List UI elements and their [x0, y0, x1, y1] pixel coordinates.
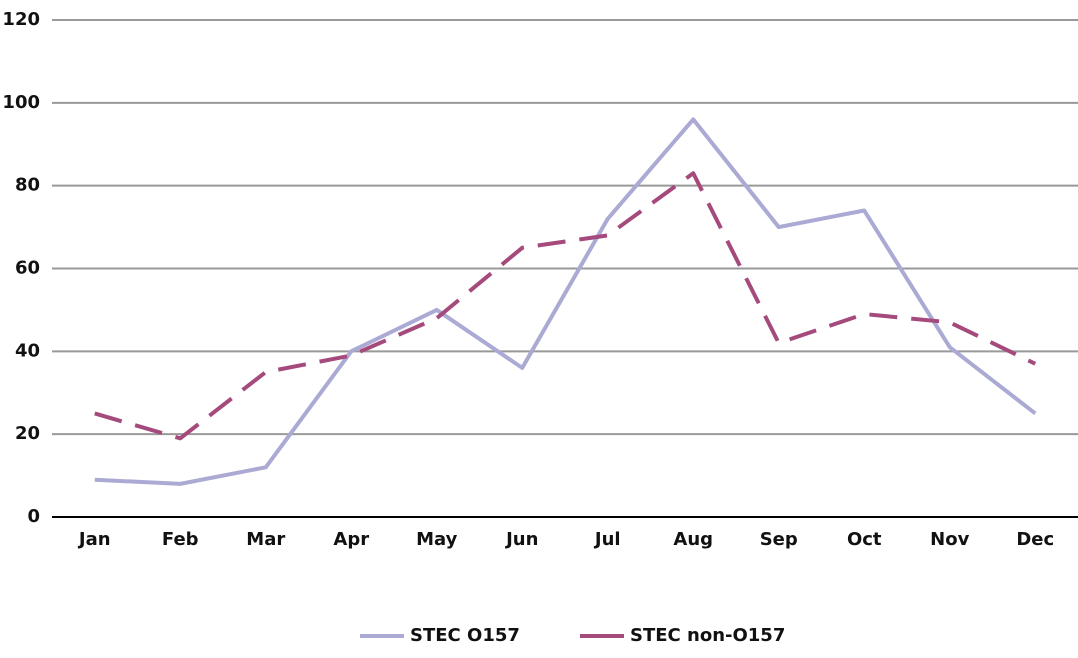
x-tick-label: Mar [246, 529, 285, 550]
x-tick-label: Jun [504, 529, 538, 550]
legend-label: STEC non-O157 [630, 625, 785, 646]
x-tick-label: Feb [162, 529, 199, 550]
x-tick-label: Sep [760, 529, 798, 550]
series-line [94, 117, 1037, 486]
y-tick-label: 100 [2, 92, 40, 113]
x-tick-label: Jul [593, 529, 621, 550]
x-tick-label: Apr [333, 529, 369, 550]
y-tick-label: 0 [27, 506, 40, 527]
y-tick-label: 60 [15, 258, 40, 279]
y-tick-label: 80 [15, 175, 40, 196]
y-tick-label: 20 [15, 423, 40, 444]
x-tick-label: Nov [930, 529, 969, 550]
x-tick-label: Jan [77, 529, 111, 550]
x-tick-label: Aug [673, 529, 713, 550]
legend-label: STEC O157 [410, 625, 520, 646]
y-tick-label: 120 [2, 9, 40, 30]
x-tick-label: Dec [1016, 529, 1054, 550]
x-tick-label: Oct [847, 529, 882, 550]
x-tick-label: May [416, 529, 458, 550]
series-line [94, 171, 1037, 441]
y-tick-label: 40 [15, 340, 40, 361]
